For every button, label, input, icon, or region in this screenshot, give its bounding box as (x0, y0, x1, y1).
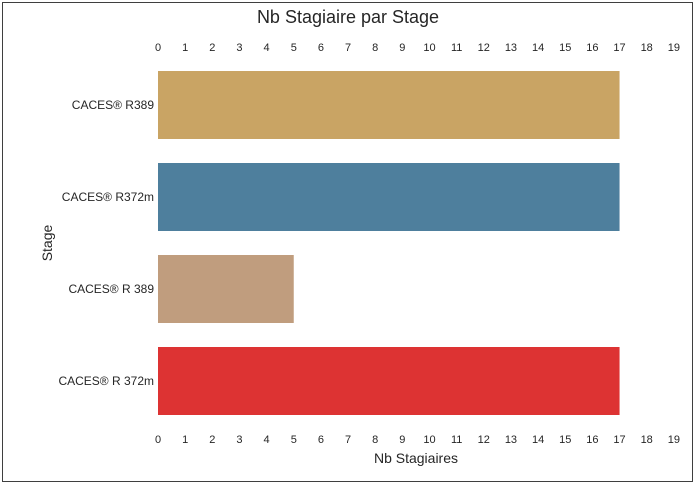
x-tick-bottom-label: 4 (264, 434, 270, 446)
x-tick-bottom-label: 13 (505, 434, 517, 446)
bar (158, 163, 620, 231)
x-tick-bottom-label: 18 (641, 434, 653, 446)
y-axis-label: Stage (39, 224, 55, 261)
x-ticks-top: 0 1 2 3 4 5 6 7 8 9 10 11 12 13 14 15 16 17 18 19 (155, 42, 680, 54)
x-tick-top-label: 2 (209, 42, 215, 54)
x-tick-top-label: 3 (236, 42, 242, 54)
x-tick-bottom-label: 19 (668, 434, 680, 446)
x-tick-bottom-label: 3 (236, 434, 242, 446)
x-tick-bottom-label: 7 (345, 434, 351, 446)
x-tick-top-label: 18 (641, 42, 653, 54)
x-tick-bottom-label: 15 (559, 434, 571, 446)
x-ticks-bottom: 0 1 2 3 4 5 6 7 8 9 10 11 12 13 14 15 16 17 18 19 (155, 434, 680, 446)
x-tick-bottom-label: 0 (155, 434, 161, 446)
bar (158, 71, 620, 139)
x-tick-top-label: 10 (423, 42, 435, 54)
x-tick-top-label: 6 (318, 42, 324, 54)
x-tick-bottom-label: 5 (291, 434, 297, 446)
x-tick-top-label: 4 (264, 42, 270, 54)
x-tick-top-label: 1 (182, 42, 188, 54)
x-axis-label: Nb Stagiaires (374, 450, 458, 466)
x-tick-top-label: 19 (668, 42, 680, 54)
x-tick-top-label: 14 (532, 42, 544, 54)
x-tick-bottom-label: 2 (209, 434, 215, 446)
x-tick-top-label: 16 (586, 42, 598, 54)
x-tick-bottom-label: 9 (399, 434, 405, 446)
x-tick-bottom-label: 1 (182, 434, 188, 446)
x-tick-bottom-label: 12 (478, 434, 490, 446)
category-label: CACES® R 372m (58, 374, 154, 388)
x-tick-top-label: 17 (613, 42, 625, 54)
x-tick-bottom-label: 8 (372, 434, 378, 446)
x-tick-top-label: 7 (345, 42, 351, 54)
category-label: CACES® R389 (72, 98, 155, 112)
x-tick-bottom-label: 16 (586, 434, 598, 446)
x-tick-top-label: 13 (505, 42, 517, 54)
x-tick-bottom-label: 6 (318, 434, 324, 446)
x-tick-top-label: 11 (451, 42, 462, 54)
x-tick-top-label: 15 (559, 42, 571, 54)
x-tick-top-label: 8 (372, 42, 378, 54)
bar (158, 255, 294, 323)
category-label: CACES® R 389 (68, 282, 154, 296)
bar (158, 347, 620, 415)
x-tick-bottom-label: 17 (613, 434, 625, 446)
category-labels: CACES® R389 CACES® R372m CACES® R 389 CACES… (58, 98, 154, 388)
x-tick-bottom-label: 11 (451, 434, 462, 446)
bars-group (158, 71, 620, 415)
chart-title: Nb Stagiaire par Stage (257, 7, 439, 27)
category-label: CACES® R372m (62, 190, 154, 204)
x-tick-bottom-label: 14 (532, 434, 544, 446)
x-tick-top-label: 12 (478, 42, 490, 54)
x-tick-bottom-label: 10 (423, 434, 435, 446)
x-tick-top-label: 5 (291, 42, 297, 54)
x-tick-top-label: 9 (399, 42, 405, 54)
x-tick-top-label: 0 (155, 42, 161, 54)
